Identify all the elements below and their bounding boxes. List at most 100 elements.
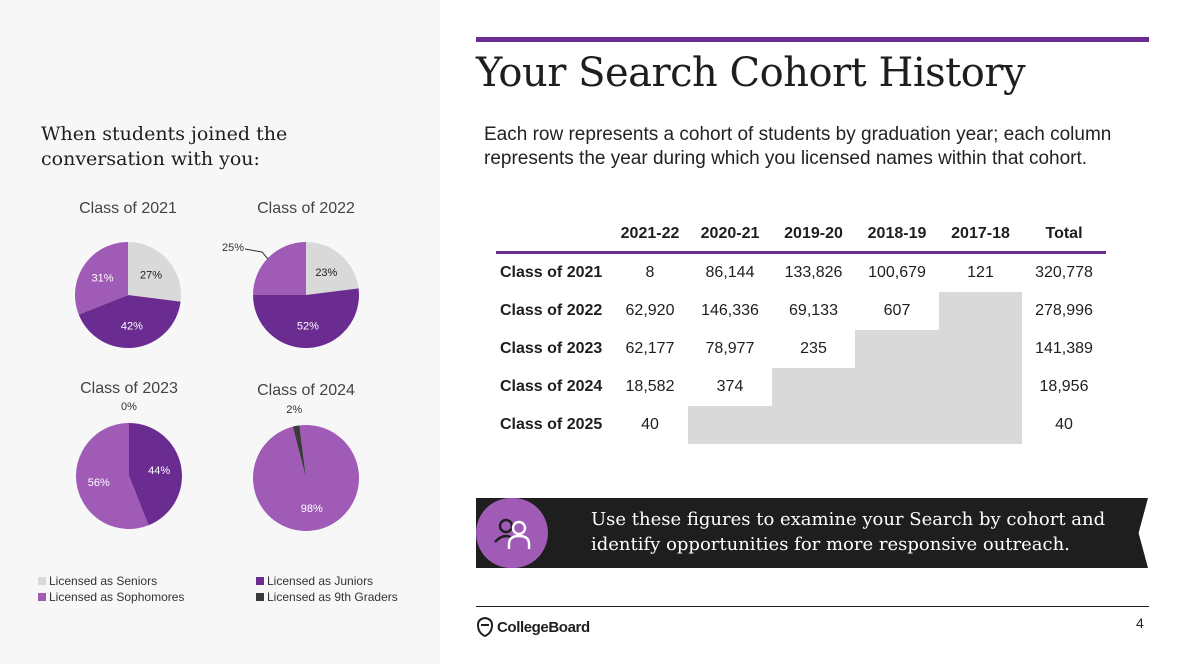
row-header: Class of 2021 [500, 264, 603, 281]
empty-cell [939, 368, 1022, 406]
table-cell: 62,177 [625, 340, 675, 357]
column-header: Total [1022, 217, 1106, 254]
table-row: Class of 2022 62,920 146,336 69,133 607 278,9… [496, 292, 1106, 330]
pie-slice [129, 423, 182, 526]
empty-cell [772, 368, 855, 406]
table-cell: 8 [645, 264, 655, 281]
empty-cell [939, 330, 1022, 368]
pie-title: Class of 2024 [257, 382, 355, 399]
pie-data-label: 23% [315, 267, 337, 279]
table-cell: 40 [641, 416, 659, 433]
table-header-row: 2021-22 2020-21 2019-20 2018-19 2017-18 Total [496, 217, 1106, 254]
pie-chart: Class of 2024 98% 2% [253, 382, 360, 531]
callout-banner: Use these figures to examine your Search… [476, 498, 1148, 568]
pie-slice [253, 242, 306, 295]
legend-label: Licensed as 9th Graders [267, 590, 398, 604]
acorn-shield-icon [476, 616, 494, 638]
table-cell: 235 [800, 340, 827, 357]
column-header: 2018-19 [855, 217, 939, 254]
pie-title: Class of 2023 [80, 380, 178, 397]
table-cell: 18,956 [1039, 378, 1089, 395]
pie-data-label: 42% [121, 320, 143, 332]
pie-slice [76, 423, 149, 529]
table-cell: 69,133 [789, 302, 838, 319]
pie-data-label: 52% [297, 321, 319, 333]
legend-swatch [38, 577, 46, 585]
title-accent-rule [476, 37, 1149, 42]
legend-label: Licensed as Seniors [49, 574, 158, 588]
pie-charts: Class of 2021 27% 42% 31% Class of 2022 23% 52… [75, 200, 360, 531]
table-cell: 146,336 [701, 302, 759, 319]
collegeboard-logo: CollegeBoard [476, 616, 590, 638]
column-header: 2021-22 [612, 217, 688, 254]
empty-cell [939, 292, 1022, 330]
pie-data-label: 44% [148, 465, 170, 477]
column-header [496, 217, 612, 254]
pie-data-label: 56% [88, 477, 110, 489]
page-subtitle: Each row represents a cohort of students… [484, 124, 1112, 169]
empty-cell [939, 406, 1022, 444]
callout-text: Use these figures to examine your Search… [591, 509, 1106, 555]
table-cell: 278,996 [1035, 302, 1093, 319]
legend-item: Licensed as Juniors [256, 574, 373, 588]
pie-data-label: 31% [92, 273, 114, 285]
legend-swatch [256, 577, 264, 585]
table-cell: 100,679 [868, 264, 926, 281]
table-cell: 86,144 [705, 264, 755, 281]
table-row: Class of 2021 8 86,144 133,826 100,679 121 320… [496, 253, 1106, 293]
pie-slice [253, 288, 359, 348]
leader-line [244, 248, 269, 260]
empty-cell [688, 406, 772, 444]
pie-data-label: 27% [140, 270, 162, 282]
column-header: 2019-20 [772, 217, 855, 254]
page-title: Your Search Cohort History [476, 50, 1026, 96]
table-cell: 320,778 [1035, 264, 1093, 281]
table-cell: 121 [967, 264, 994, 281]
legend-item: Licensed as Sophomores [38, 590, 184, 604]
left-panel: When students joined the conversation wi… [0, 0, 440, 664]
table-cell: 62,920 [625, 302, 675, 319]
legend-swatch [38, 593, 46, 601]
pie-data-label: 98% [301, 503, 323, 515]
table-row: Class of 2023 62,177 78,977 235 141,389 [496, 330, 1106, 368]
pie-slice [128, 242, 181, 302]
table-row: Class of 2024 18,582 374 18,956 [496, 368, 1106, 406]
row-header: Class of 2023 [500, 340, 603, 357]
pie-chart: Class of 2023 44% 56% 0% [76, 380, 182, 529]
people-icon [476, 498, 548, 568]
empty-cell [855, 406, 939, 444]
pie-data-label: 2% [286, 404, 302, 416]
page-number: 4 [1136, 615, 1144, 631]
pie-title: Class of 2021 [79, 200, 177, 217]
empty-cell [855, 330, 939, 368]
footer-rule [476, 606, 1149, 607]
pie-slice [253, 424, 360, 531]
logo-text: CollegeBoard [497, 618, 590, 636]
pie-title: Class of 2022 [257, 200, 355, 217]
table-row: Class of 2025 40 40 [496, 406, 1106, 444]
row-header: Class of 2025 [500, 416, 603, 433]
empty-cell [772, 406, 855, 444]
table-cell: 18,582 [625, 378, 675, 395]
pie-slice [306, 242, 359, 295]
pie-chart: Class of 2021 27% 42% 31% [75, 200, 181, 348]
table-cell: 607 [883, 302, 911, 319]
legend-label: Licensed as Juniors [267, 574, 374, 588]
table-cell: 78,977 [705, 340, 755, 357]
row-header: Class of 2022 [500, 302, 603, 319]
legend-item: Licensed as Seniors [38, 574, 157, 588]
column-header: 2020-21 [688, 217, 772, 254]
pie-chart: Class of 2022 23% 52% 25% [222, 200, 359, 348]
table-cell: 374 [716, 378, 744, 395]
pie-slice [292, 425, 306, 478]
cohort-table: 2021-22 2020-21 2019-20 2018-19 2017-18 Total… [496, 217, 1106, 444]
column-header: 2017-18 [939, 217, 1022, 254]
table-cell: 141,389 [1035, 340, 1093, 357]
pie-slice [75, 242, 128, 315]
pie-data-label: 25% [222, 242, 244, 254]
pie-slice [78, 295, 181, 348]
legend-item: Licensed as 9th Graders [256, 590, 398, 604]
row-header: Class of 2024 [500, 378, 603, 395]
legend-label: Licensed as Sophomores [49, 590, 185, 604]
table-cell: 40 [1055, 416, 1073, 433]
